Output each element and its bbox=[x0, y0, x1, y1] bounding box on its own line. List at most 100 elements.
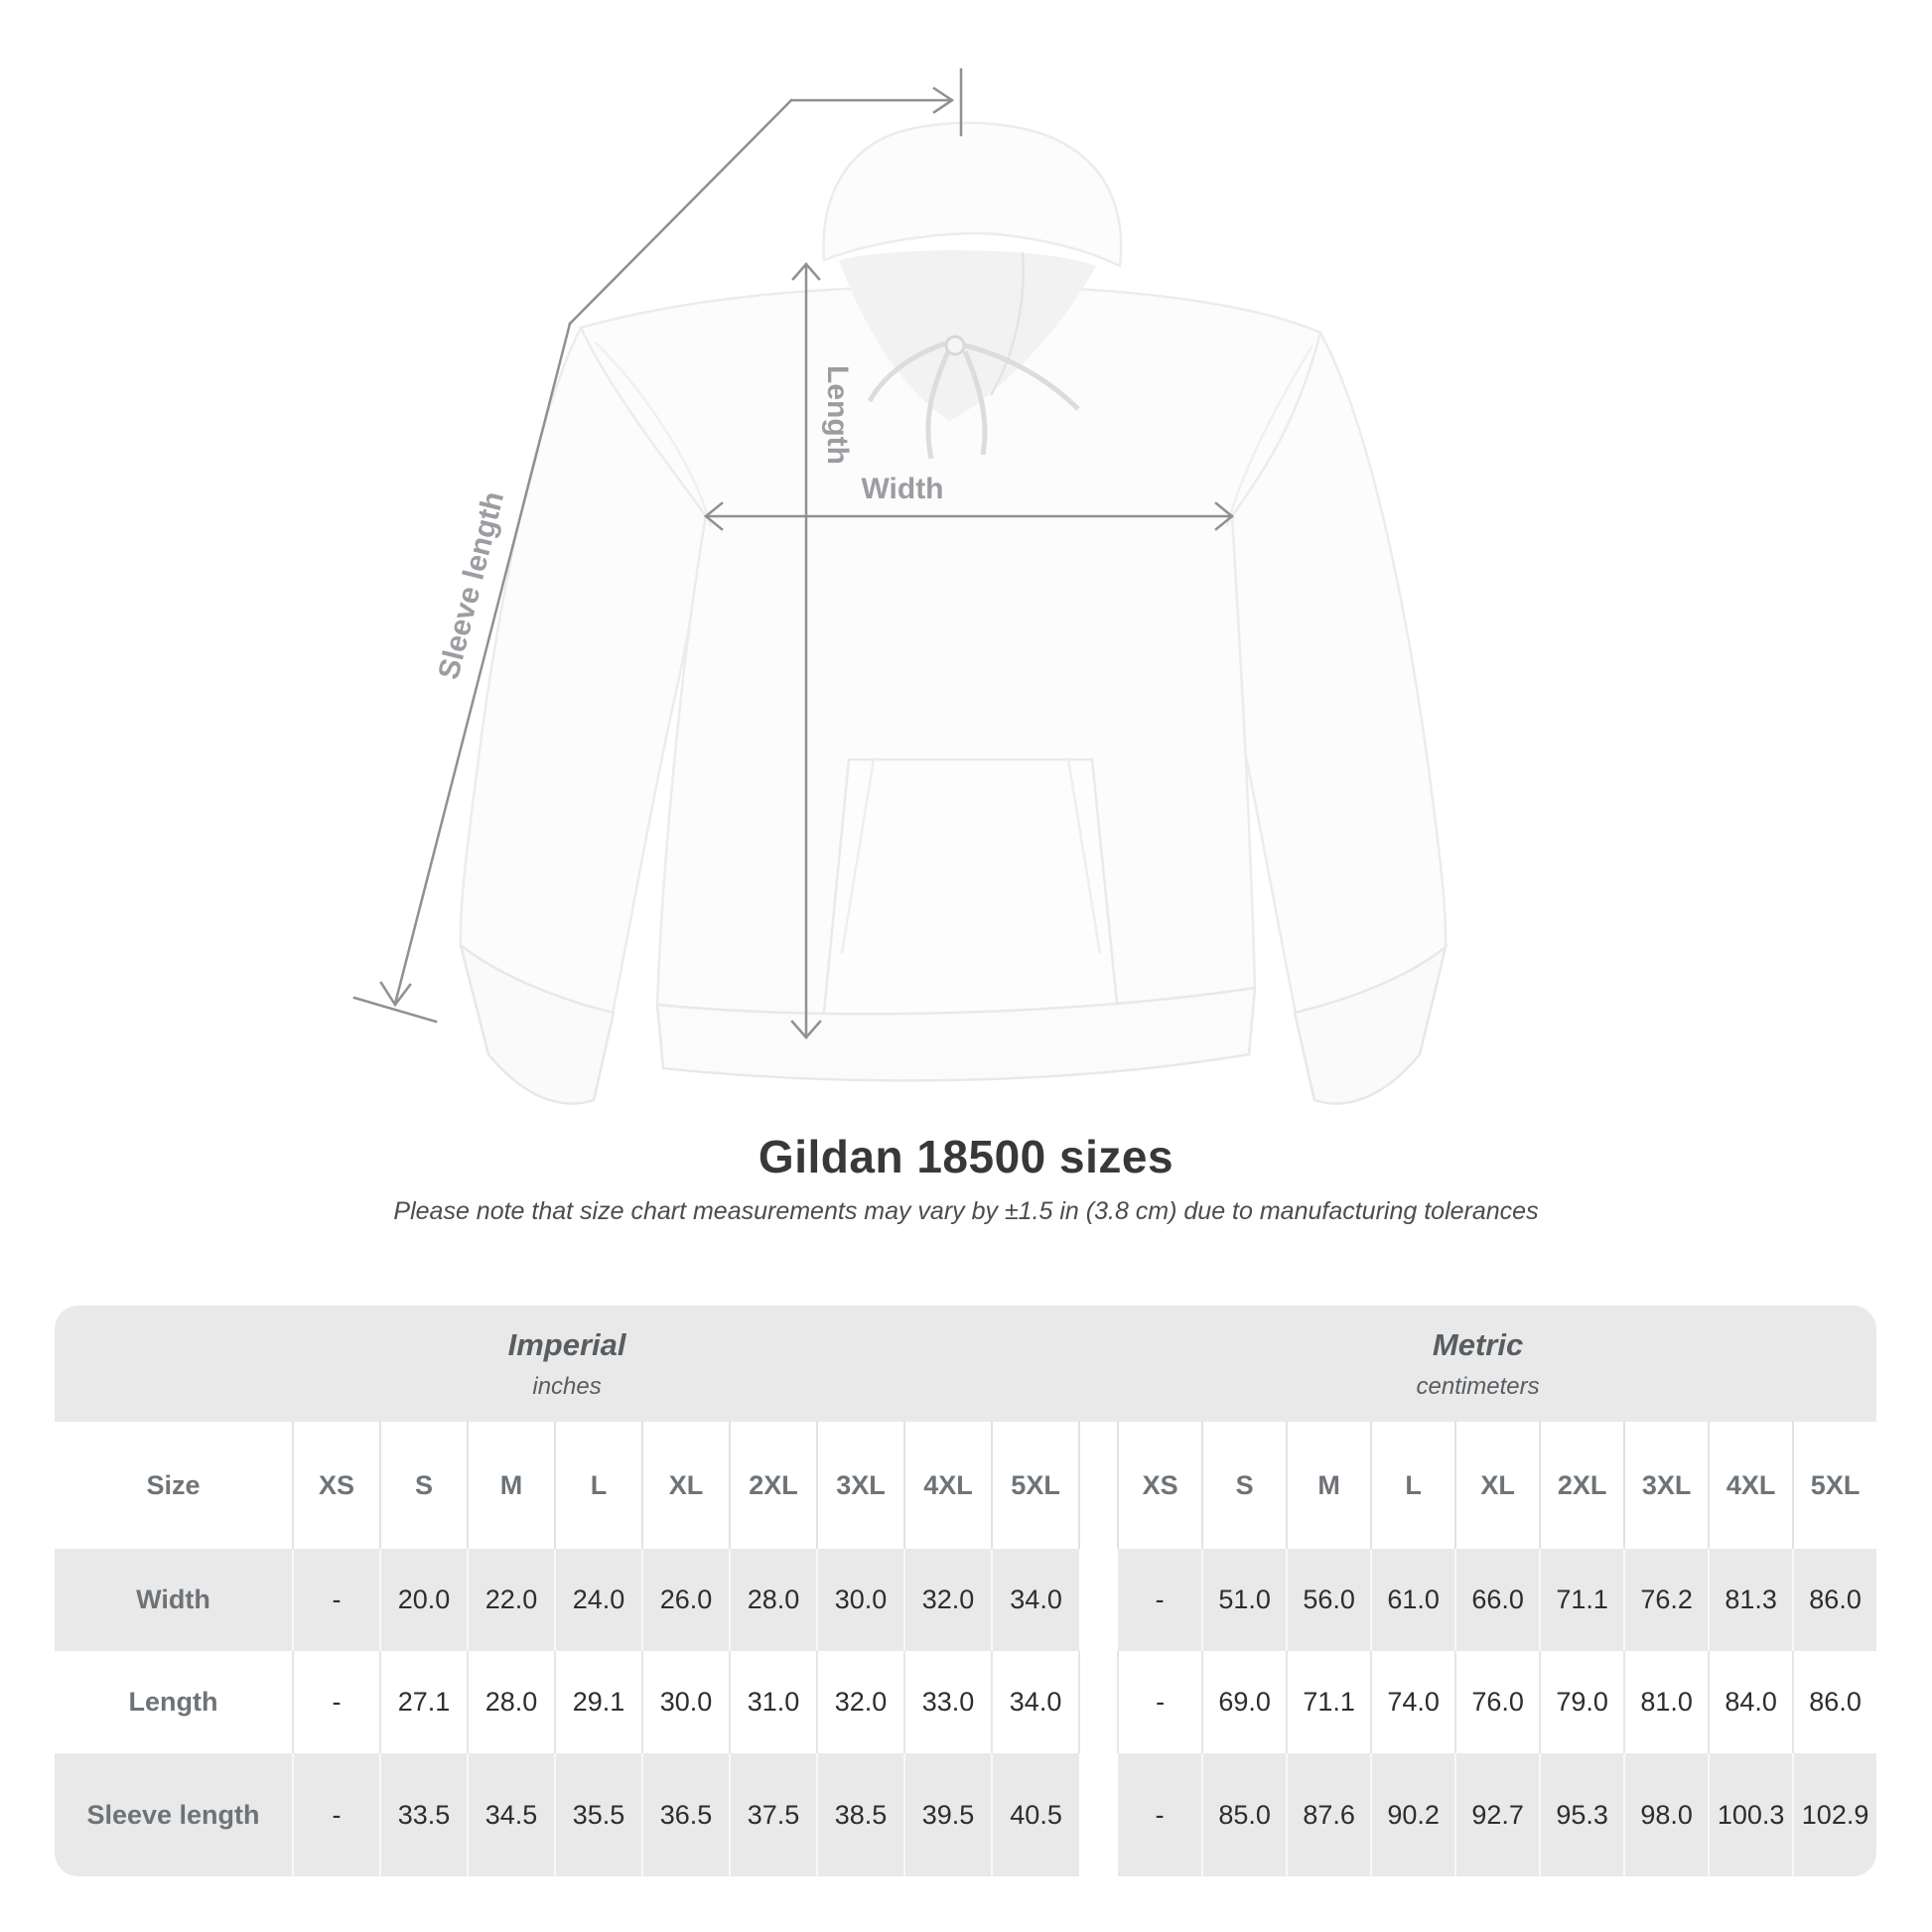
hoodie-left-shoulder-seam bbox=[595, 342, 713, 527]
size-col-header: L bbox=[554, 1422, 642, 1549]
value-cell: 24.0 bbox=[554, 1549, 642, 1651]
value-cell: 100.3 bbox=[1708, 1753, 1794, 1876]
value-cell: - bbox=[1155, 1799, 1165, 1830]
tolerance-note: Please note that size chart measurements… bbox=[393, 1197, 1539, 1225]
value-cell: 36.5 bbox=[641, 1753, 730, 1876]
value-cell: 28.0 bbox=[467, 1651, 555, 1753]
table-row-length: Length - 27.1 28.0 29.1 30.0 31.0 32.0 3… bbox=[55, 1651, 1876, 1753]
value-cell: 71.1 bbox=[1286, 1651, 1372, 1753]
size-col-header: 4XL bbox=[1708, 1422, 1794, 1549]
arrowhead-up bbox=[791, 262, 821, 281]
value-cell: 76.2 bbox=[1623, 1549, 1710, 1651]
size-col-header: XL bbox=[1454, 1422, 1541, 1549]
value-cell: 35.5 bbox=[554, 1753, 642, 1876]
value-cell: 79.0 bbox=[1539, 1651, 1625, 1753]
section-spacer bbox=[1078, 1422, 1120, 1549]
value-cell: 87.6 bbox=[1286, 1753, 1372, 1876]
value-cell: 32.0 bbox=[816, 1651, 904, 1753]
hoodie-pocket-seam-left bbox=[840, 759, 876, 954]
value-cell: - bbox=[1156, 1687, 1166, 1717]
metric-label: Metric bbox=[1432, 1326, 1524, 1362]
imperial-label: Imperial bbox=[507, 1326, 626, 1362]
row-label: Width bbox=[136, 1585, 210, 1614]
arrowhead-down bbox=[790, 1020, 822, 1039]
value-cell: 37.5 bbox=[729, 1753, 817, 1876]
hoodie-pocket-seam-right bbox=[1066, 759, 1102, 954]
size-table-grid: Imperial inches Metric centimeters Size … bbox=[55, 1306, 1876, 1876]
hoodie-hood-interior-seam bbox=[989, 251, 1025, 396]
value-cell: - bbox=[292, 1549, 380, 1651]
sleeve-length-arrow bbox=[352, 68, 963, 1024]
page-title: Gildan 18500 sizes bbox=[758, 1131, 1174, 1182]
hoodie-diagram-svg: Sleeve length Length Width bbox=[352, 68, 1449, 1105]
size-col-header: 2XL bbox=[729, 1422, 817, 1549]
arrowhead-down-left bbox=[379, 981, 412, 1008]
size-table: Imperial inches Metric centimeters Size … bbox=[55, 1306, 1876, 1876]
imperial-unit: inches bbox=[532, 1372, 602, 1400]
value-cell: 33.5 bbox=[379, 1753, 468, 1876]
size-col-header: 3XL bbox=[816, 1422, 904, 1549]
value-cell: 90.2 bbox=[1370, 1753, 1456, 1876]
hoodie-illustration bbox=[458, 121, 1449, 1105]
width-arrow bbox=[704, 501, 1234, 531]
value-cell: 85.0 bbox=[1201, 1753, 1288, 1876]
value-cell: 76.0 bbox=[1454, 1651, 1541, 1753]
value-cell: 30.0 bbox=[641, 1651, 730, 1753]
value-cell: 74.0 bbox=[1370, 1651, 1456, 1753]
value-cell: 20.0 bbox=[379, 1549, 468, 1651]
arrowhead-right bbox=[932, 86, 955, 114]
size-col-header: 5XL bbox=[990, 1422, 1080, 1549]
value-cell: 34.5 bbox=[467, 1753, 555, 1876]
value-cell: 34.0 bbox=[990, 1549, 1080, 1651]
arrowhead-left bbox=[704, 501, 724, 531]
size-col-header: S bbox=[379, 1422, 468, 1549]
value-cell: 84.0 bbox=[1708, 1651, 1794, 1753]
row-label: Length bbox=[128, 1687, 218, 1717]
size-col-header: S bbox=[1201, 1422, 1288, 1549]
value-cell: 29.1 bbox=[554, 1651, 642, 1753]
value-cell: 92.7 bbox=[1454, 1753, 1541, 1876]
row-label: Sleeve length bbox=[86, 1799, 260, 1830]
value-cell: 32.0 bbox=[903, 1549, 992, 1651]
hoodie-right-cuff bbox=[1293, 943, 1449, 1105]
size-header: Size bbox=[146, 1469, 201, 1500]
hoodie-drawstrings bbox=[867, 335, 1080, 460]
value-cell: 51.0 bbox=[1201, 1549, 1288, 1651]
size-col-header: M bbox=[467, 1422, 555, 1549]
size-col-header: XL bbox=[641, 1422, 730, 1549]
size-col-header: 5XL bbox=[1792, 1422, 1876, 1549]
value-cell: 61.0 bbox=[1370, 1549, 1456, 1651]
title-block: Gildan 18500 sizes Please note that size… bbox=[0, 1130, 1932, 1226]
size-col-header: XS bbox=[1142, 1469, 1178, 1500]
size-header-row: Size XS S M L XL 2XL 3XL 4XL 5XL XS S M … bbox=[55, 1422, 1876, 1549]
value-cell: 98.0 bbox=[1623, 1753, 1710, 1876]
value-cell: 95.3 bbox=[1539, 1753, 1625, 1876]
value-cell: 34.0 bbox=[990, 1651, 1080, 1753]
value-cell: 81.3 bbox=[1708, 1549, 1794, 1651]
value-cell: 31.0 bbox=[729, 1651, 817, 1753]
size-col-header: M bbox=[1286, 1422, 1372, 1549]
value-cell: 28.0 bbox=[729, 1549, 817, 1651]
metric-section-header: Metric centimeters bbox=[1079, 1306, 1876, 1422]
value-cell: - bbox=[292, 1651, 380, 1753]
width-label: Width bbox=[861, 473, 943, 505]
table-row-width: Width - 20.0 22.0 24.0 26.0 28.0 30.0 32… bbox=[55, 1549, 1876, 1651]
value-cell: 66.0 bbox=[1454, 1549, 1541, 1651]
value-cell: 86.0 bbox=[1792, 1651, 1876, 1753]
hoodie-left-cuff bbox=[458, 941, 616, 1105]
value-cell: 69.0 bbox=[1201, 1651, 1288, 1753]
size-col-header: 2XL bbox=[1539, 1422, 1625, 1549]
hoodie-measurement-diagram: Sleeve length Length Width bbox=[352, 68, 1449, 1105]
unit-band-row: Imperial inches Metric centimeters bbox=[55, 1306, 1876, 1422]
cuff-reference-tick bbox=[352, 996, 438, 1024]
value-cell: 26.0 bbox=[641, 1549, 730, 1651]
value-cell: 22.0 bbox=[467, 1549, 555, 1651]
length-label: Length bbox=[821, 365, 854, 465]
imperial-section-header: Imperial inches bbox=[55, 1306, 1079, 1422]
hoodie-hem-band bbox=[655, 986, 1257, 1082]
value-cell: 27.1 bbox=[379, 1651, 468, 1753]
value-cell: 30.0 bbox=[816, 1549, 904, 1651]
value-cell: 40.5 bbox=[990, 1753, 1080, 1876]
hoodie-hood bbox=[822, 121, 1123, 268]
